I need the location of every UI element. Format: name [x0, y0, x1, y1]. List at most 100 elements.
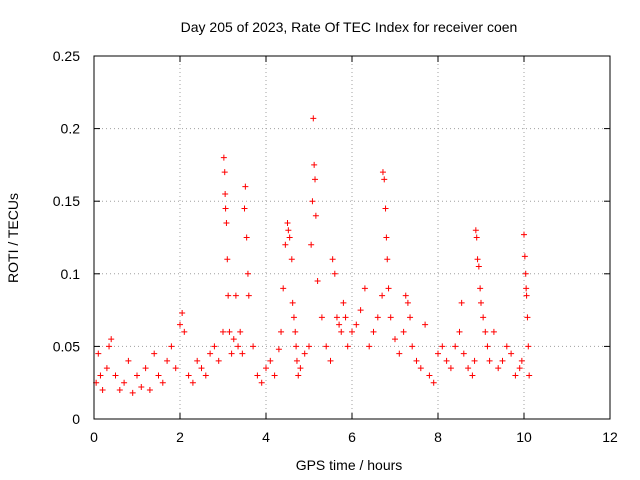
data-point — [312, 212, 319, 219]
data-point — [331, 270, 338, 277]
data-point — [232, 292, 239, 299]
data-point — [523, 292, 530, 299]
data-point — [112, 372, 119, 379]
y-tick-label: 0.05 — [53, 338, 80, 354]
y-tick-label: 0.2 — [61, 121, 81, 137]
y-tick-label: 0.25 — [53, 48, 80, 64]
data-point — [349, 328, 355, 335]
data-point — [521, 231, 527, 238]
data-point — [495, 365, 502, 372]
data-point — [223, 219, 230, 226]
data-point — [228, 350, 235, 357]
data-point — [478, 299, 484, 306]
data-point — [439, 343, 446, 350]
data-point — [222, 205, 229, 212]
data-point — [340, 299, 347, 306]
data-point — [503, 343, 510, 350]
data-point — [413, 357, 420, 364]
data-point — [422, 321, 429, 328]
data-point — [280, 285, 287, 292]
data-point — [185, 372, 192, 379]
data-point — [285, 227, 292, 234]
data-point — [222, 190, 229, 197]
data-point — [243, 234, 250, 241]
data-point — [202, 372, 209, 379]
x-tick-label: 6 — [348, 429, 356, 445]
x-tick-label: 12 — [602, 429, 618, 445]
data-point — [292, 328, 299, 335]
data-point — [308, 241, 315, 248]
data-point — [522, 270, 529, 277]
data-point — [103, 365, 110, 372]
data-point — [477, 285, 484, 292]
chart-title: Day 205 of 2023, Rate Of TEC Index for r… — [181, 19, 518, 35]
data-point — [241, 205, 248, 212]
x-tick-label: 4 — [262, 429, 270, 445]
data-point — [499, 357, 506, 364]
data-point — [225, 292, 232, 299]
data-point — [288, 256, 295, 263]
data-point — [381, 176, 388, 183]
x-tick-label: 8 — [434, 429, 442, 445]
data-point — [224, 256, 231, 263]
data-point — [473, 234, 480, 241]
data-point — [146, 386, 153, 393]
data-point — [472, 227, 479, 234]
data-point — [382, 205, 389, 212]
data-point — [460, 350, 467, 357]
data-point — [275, 346, 282, 353]
data-point — [293, 343, 300, 350]
data-point — [338, 328, 345, 335]
data-point — [220, 154, 227, 161]
data-point — [179, 310, 186, 317]
data-point — [181, 328, 188, 335]
data-point — [278, 328, 285, 335]
data-point — [318, 314, 325, 321]
data-point — [417, 365, 424, 372]
data-point — [211, 343, 218, 350]
data-point — [458, 299, 465, 306]
data-point — [456, 328, 463, 335]
data-point — [245, 292, 252, 299]
data-point — [198, 365, 205, 372]
data-point — [484, 343, 491, 350]
x-tick-label: 2 — [176, 429, 184, 445]
data-point — [207, 350, 214, 357]
data-point — [221, 169, 228, 176]
data-point — [523, 285, 530, 292]
data-point — [301, 350, 308, 357]
data-point — [404, 299, 411, 306]
data-point — [526, 372, 533, 379]
data-point — [370, 328, 377, 335]
y-tick-label: 0.15 — [53, 193, 80, 209]
y-axis-label: ROTI / TECUs — [5, 193, 21, 283]
data-point — [353, 321, 360, 328]
axis-ticks: 0 2 4 6 8 10 12 0 0.05 0.1 0.15 0.2 0.25 — [53, 48, 618, 445]
data-point — [263, 365, 269, 372]
data-point — [379, 292, 386, 299]
data-point — [293, 357, 300, 364]
data-point — [482, 328, 489, 335]
data-point — [314, 278, 321, 285]
data-point — [385, 285, 392, 292]
data-point — [164, 357, 171, 364]
y-tick-label: 0.1 — [61, 266, 81, 282]
data-point — [226, 328, 233, 335]
data-point — [469, 372, 476, 379]
data-point — [521, 253, 528, 260]
data-point — [327, 357, 334, 364]
data-point — [379, 169, 386, 176]
data-point — [142, 365, 149, 372]
data-point — [242, 183, 249, 190]
data-point — [168, 343, 175, 350]
data-point — [374, 314, 381, 321]
data-point — [215, 357, 222, 364]
data-point — [116, 386, 123, 393]
data-point — [426, 372, 433, 379]
data-point — [250, 343, 257, 350]
data-point — [239, 350, 246, 357]
data-point — [134, 372, 140, 379]
data-point — [396, 350, 403, 357]
